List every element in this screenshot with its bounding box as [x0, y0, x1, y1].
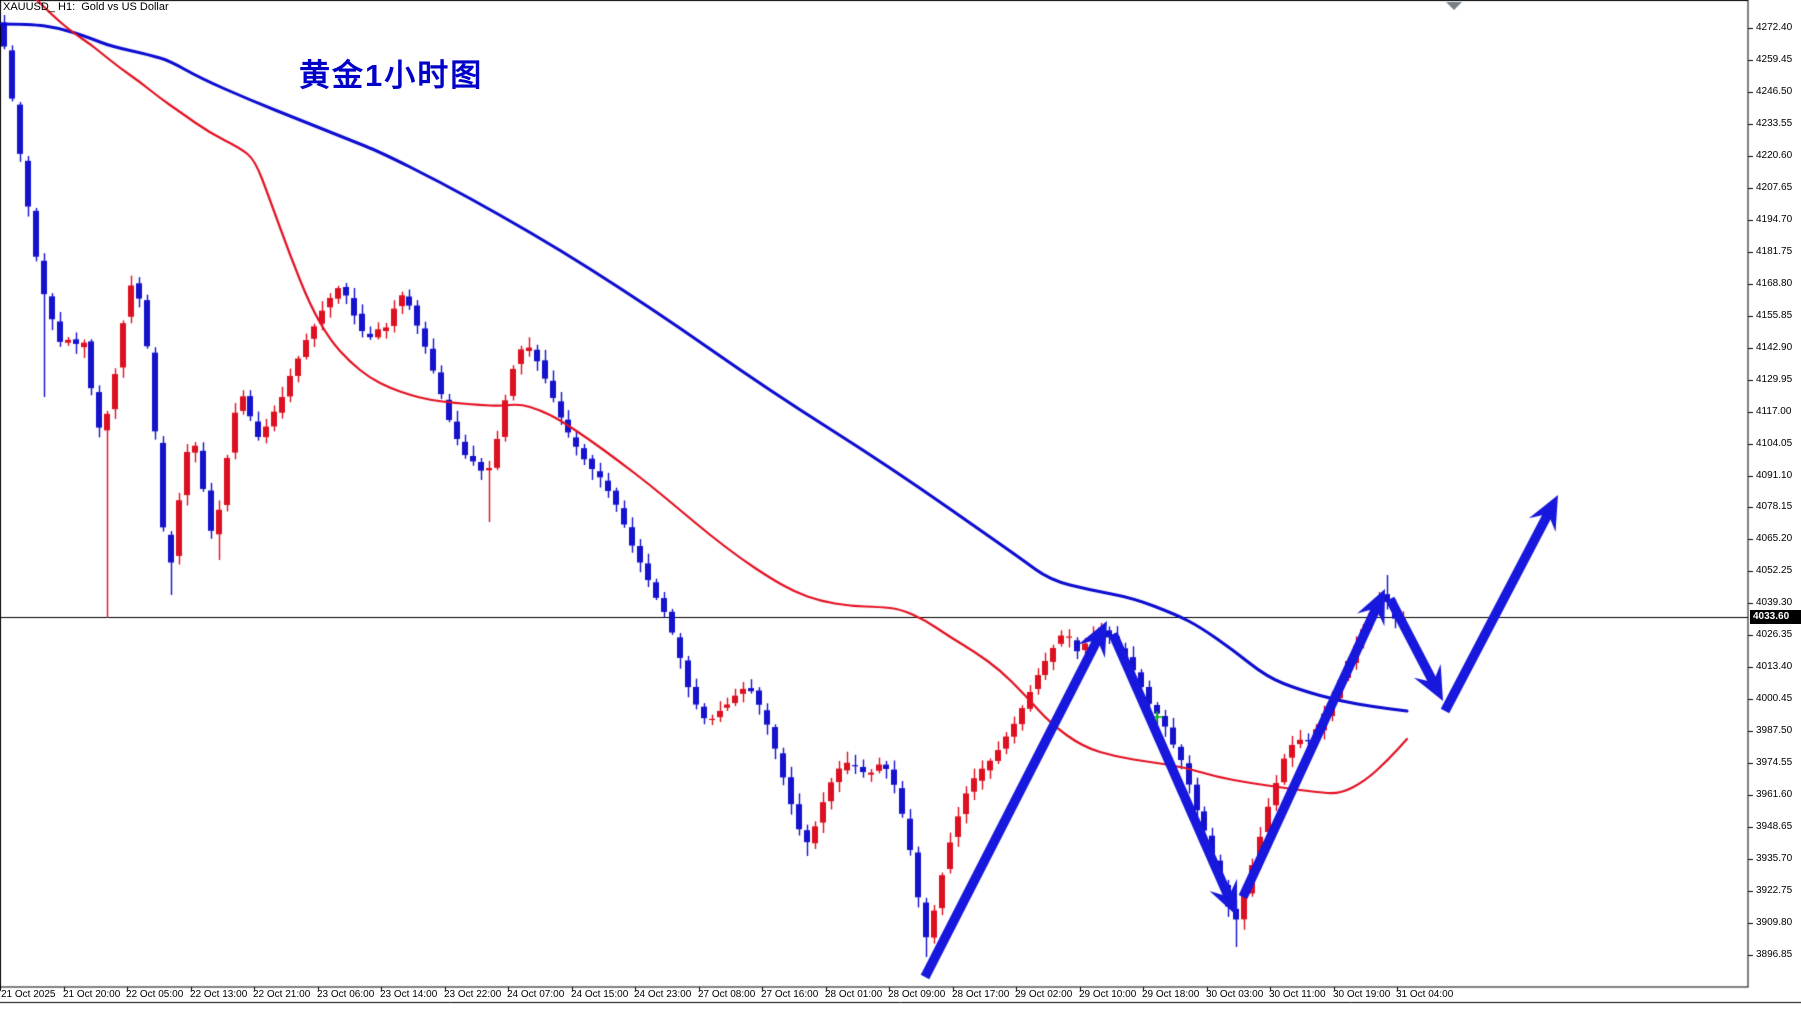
current-price-value: 4033.60 [1753, 611, 1790, 622]
price-axis-label: 4117.00 [1756, 406, 1792, 417]
price-axis-label: 4026.35 [1756, 629, 1793, 640]
price-axis-label: 3896.85 [1756, 949, 1793, 960]
time-axis-label: 30 Oct 19:00 [1333, 989, 1391, 1000]
price-axis-label: 3961.60 [1756, 789, 1793, 800]
current-price-box: 4033.60 [1750, 610, 1801, 624]
time-axis-label: 24 Oct 15:00 [571, 989, 629, 1000]
price-axis-label: 3935.70 [1756, 853, 1793, 864]
time-axis-label: 29 Oct 18:00 [1142, 989, 1200, 1000]
time-axis-label: 27 Oct 08:00 [698, 989, 756, 1000]
time-axis-label: 30 Oct 03:00 [1206, 989, 1264, 1000]
price-axis-label: 4065.20 [1756, 533, 1793, 544]
price-axis-label: 3974.55 [1756, 757, 1793, 768]
time-axis-label: 23 Oct 06:00 [317, 989, 375, 1000]
price-axis-label: 4104.05 [1756, 438, 1793, 449]
price-axis-label: 3922.75 [1756, 885, 1793, 896]
price-axis-label: 4129.95 [1756, 374, 1793, 385]
time-axis-label: 28 Oct 01:00 [825, 989, 883, 1000]
annotation-text: 黄金1小时图 [299, 58, 484, 93]
price-axis-label: 4220.60 [1756, 150, 1793, 161]
price-axis-label: 4039.30 [1756, 597, 1793, 608]
time-axis-label: 29 Oct 10:00 [1079, 989, 1137, 1000]
price-axis-label: 3948.65 [1756, 821, 1793, 832]
price-axis-label: 4246.50 [1756, 86, 1793, 97]
time-axis-label: 29 Oct 02:00 [1015, 989, 1073, 1000]
price-axis-label: 4091.10 [1756, 470, 1793, 481]
price-axis-label: 3909.80 [1756, 917, 1793, 928]
price-axis-label: 4207.65 [1756, 182, 1793, 193]
price-axis-label: 4155.85 [1756, 310, 1793, 321]
time-axis-label: 24 Oct 23:00 [634, 989, 692, 1000]
price-axis-label: 4168.80 [1756, 278, 1793, 289]
time-axis-label: 28 Oct 09:00 [888, 989, 946, 1000]
chart-title: XAUUSD_ H1: Gold vs US Dollar [3, 1, 169, 13]
time-axis-label: 30 Oct 11:00 [1269, 989, 1326, 1000]
price-axis-label: 4181.75 [1756, 246, 1793, 257]
time-axis-label: 31 Oct 04:00 [1396, 989, 1454, 1000]
time-axis-label: 21 Oct 2025 [1, 989, 56, 1000]
price-axis-label: 3987.50 [1756, 725, 1793, 736]
time-axis-label: 24 Oct 07:00 [507, 989, 565, 1000]
price-axis-label: 4013.40 [1756, 661, 1793, 672]
time-axis-label: 23 Oct 14:00 [380, 989, 438, 1000]
time-axis-label: 23 Oct 22:00 [444, 989, 502, 1000]
time-axis-label: 22 Oct 05:00 [126, 989, 184, 1000]
time-axis-label: 22 Oct 13:00 [190, 989, 248, 1000]
price-axis-label: 4052.25 [1756, 565, 1793, 576]
price-axis-label: 4142.90 [1756, 342, 1793, 353]
price-axis-label: 4259.45 [1756, 54, 1793, 65]
time-axis-label: 27 Oct 16:00 [761, 989, 819, 1000]
price-axis-label: 4194.70 [1756, 214, 1793, 225]
time-axis-label: 28 Oct 17:00 [952, 989, 1010, 1000]
time-axis-label: 21 Oct 20:00 [63, 989, 121, 1000]
price-axis-label: 4233.55 [1756, 118, 1793, 129]
time-axis-label: 22 Oct 21:00 [253, 989, 311, 1000]
price-axis-label: 4078.15 [1756, 501, 1793, 512]
price-axis-label: 4272.40 [1756, 22, 1793, 33]
price-axis-label: 4000.45 [1756, 693, 1793, 704]
